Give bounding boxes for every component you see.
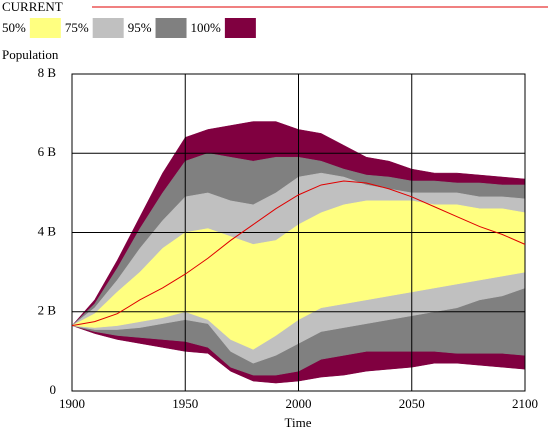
x-tick-label: 2100: [512, 396, 538, 411]
x-tick-label: 2050: [399, 396, 425, 411]
legend-label: 100%: [191, 20, 222, 35]
legend-swatch: [224, 18, 256, 38]
plot-frame: [71, 73, 526, 392]
y-axis-label: Population: [2, 47, 59, 62]
y-tick-label: 6 B: [38, 144, 57, 159]
legend-label: 75%: [65, 20, 89, 35]
x-axis-label: Time: [285, 415, 312, 430]
legend-swatch: [29, 18, 61, 38]
y-tick-label: 8 B: [38, 65, 57, 80]
y-tick-label: 4 B: [38, 223, 57, 238]
legend-title: CURRENT: [2, 0, 63, 14]
legend-label: 50%: [2, 20, 26, 35]
x-tick-label: 1900: [59, 396, 85, 411]
x-tick-label: 1950: [172, 396, 198, 411]
y-tick-label: 2 B: [38, 303, 57, 318]
y-tick-label: 0: [50, 382, 57, 397]
legend-swatch: [155, 18, 187, 38]
legend-label: 95%: [128, 20, 152, 35]
series-line: [71, 180, 526, 327]
legend-swatch: [92, 18, 124, 38]
x-tick-label: 2000: [286, 396, 312, 411]
